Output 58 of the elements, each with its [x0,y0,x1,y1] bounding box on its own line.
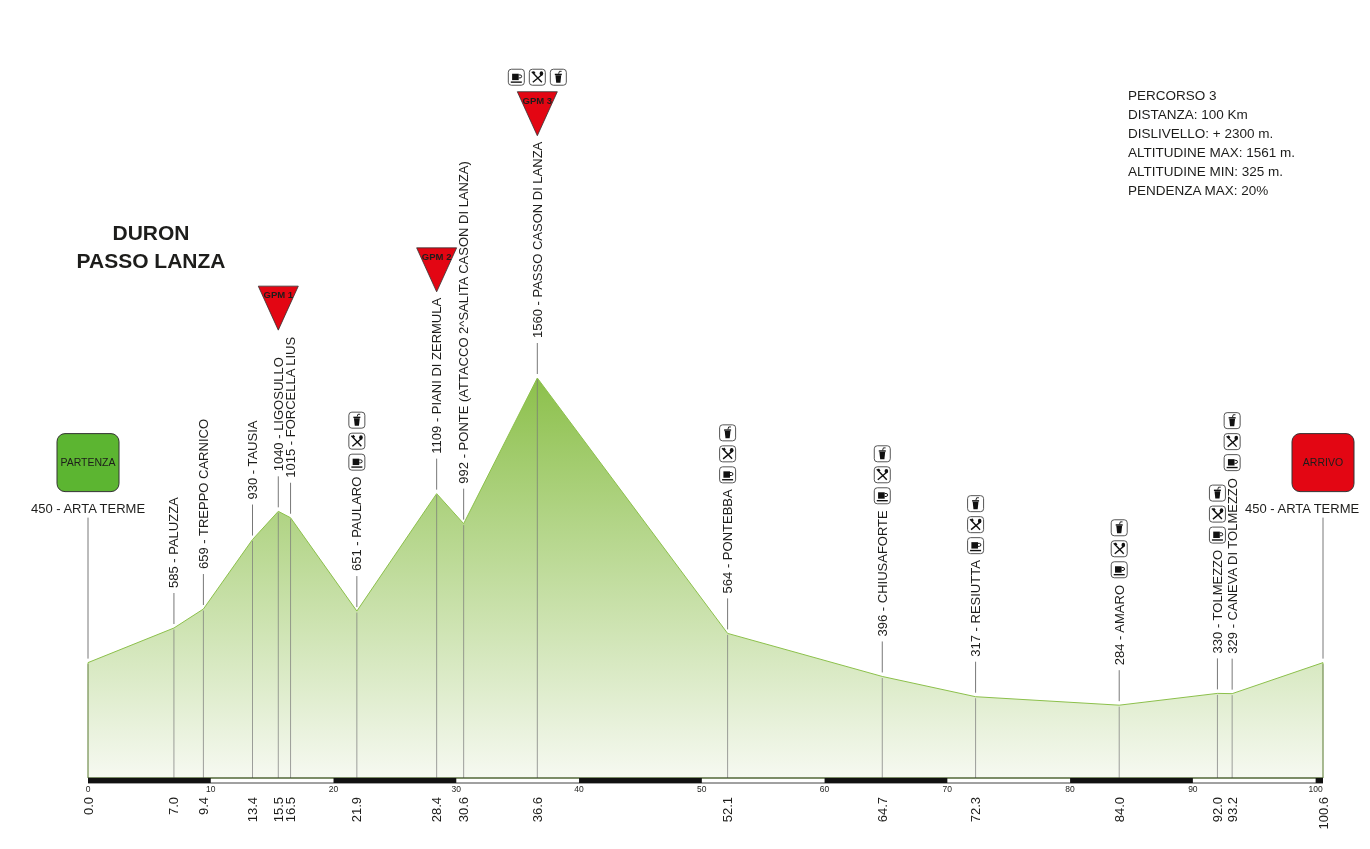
x-tick-label: 40 [574,784,585,794]
ref-line-label: 28.4 [429,797,445,823]
x-tick-label: 50 [697,784,707,794]
ref-line-label: 16.5 [283,797,299,823]
ref-line-label: 13.4 [245,797,261,823]
x-tick-label: 0 [85,784,91,794]
data-label: 450 - ARTA TERME [30,500,146,516]
data-label: 284 - AMARO [1111,584,1127,666]
text: ALTITUDINE MAX: 1561 m. [1128,145,1296,160]
x-tick-label: 20 [328,784,339,794]
data-label: 1109 - PIANI DI ZERMULA [429,297,445,454]
ref-line-label: 15.5 [270,797,286,823]
ref-line-label: 100.6 [1315,797,1331,830]
annotation: PARTENZA [60,456,116,469]
data-label: 329 - CANEVA DI TOLMEZZO [1224,478,1240,654]
chart-title: DURON [112,221,190,244]
ref-line-label: 7.0 [166,797,182,816]
x-tick-label: 80 [1065,784,1076,794]
x-tick-label: 10 [206,784,216,794]
annotation: ARRIVO [1302,456,1344,469]
data-label: 651 - PAULARO [349,476,365,572]
data-label: 659 - TREPPO CARNICO [195,418,211,570]
x-tick-label: 30 [451,784,462,794]
text: ALTITUDINE MIN: 325 m. [1128,164,1284,179]
data-label: 317 - RESIUTTA [968,559,984,657]
ref-line-label: 84.0 [1111,797,1127,823]
ref-line-label: 30.6 [456,797,472,823]
x-tick-label: 90 [1188,784,1198,794]
data-label: 1040 - LIGOSULLO [270,357,286,472]
text: PENDENZA MAX: 20% [1128,183,1269,198]
ref-line-label: 52.1 [720,797,736,823]
data-label: 1560 - PASSO CASON DI LANZA [529,141,545,338]
data-label: 330 - TOLMEZZO [1209,549,1225,654]
data-label: 992 - PONTE (ATTACCO 2^SALITA CASON DI LANZA) [456,161,472,484]
x-tick-label: 70 [942,784,953,794]
ref-line-label: 64.7 [874,797,890,823]
chart-subtitle: PASSO LANZA [76,249,226,272]
x-tick-label: 100 [1308,784,1323,794]
data-label: 1015 - FORCELLA LIUS [283,336,299,478]
data-label: 564 - PONTEBBA [720,489,736,594]
ref-line-label: 36.6 [529,797,545,823]
ref-line-label: 0.0 [80,797,96,816]
ref-line-label: 72.3 [968,797,984,823]
data-label: 585 - PALUZZA [166,496,182,588]
text: GPM 3 [522,94,553,106]
data-label: 450 - ARTA TERME [1245,500,1360,516]
data-label: 930 - TAUSIA [245,420,261,500]
x-tick-label: 60 [819,784,830,794]
text: GPM 2 [421,250,452,262]
ref-line-label: 9.4 [195,797,211,816]
text: PERCORSO 3 [1128,88,1217,103]
ref-line-label: 93.2 [1224,797,1240,823]
text: GPM 1 [263,289,294,301]
ref-line-label: 92.0 [1209,797,1225,823]
ref-line-label: 21.9 [349,797,365,823]
data-label: 396 - CHIUSAFORTE [874,509,890,637]
text: DISLIVELLO: + 2300 m. [1128,126,1274,141]
text: DISTANZA: 100 Km [1128,107,1248,122]
